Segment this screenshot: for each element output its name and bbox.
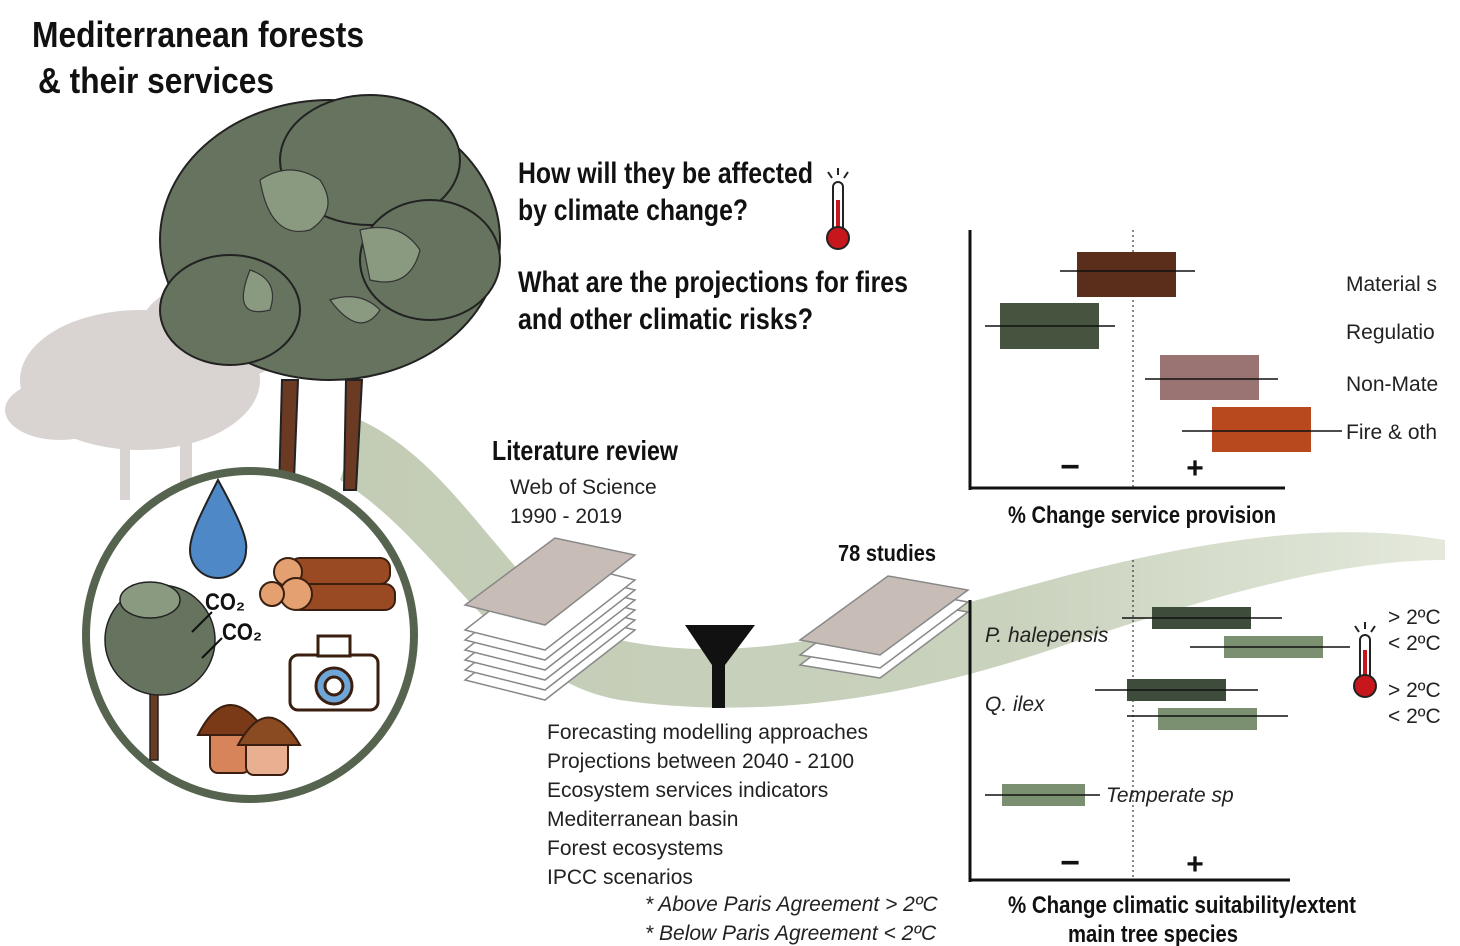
minus-sign: − xyxy=(1060,448,1080,486)
section-title: Literature review xyxy=(492,435,678,466)
plus-sign: + xyxy=(1186,848,1204,881)
service-label: Fire & oth xyxy=(1346,421,1437,444)
thermometer-part xyxy=(827,227,849,249)
shadow-tree-part xyxy=(5,380,115,440)
co2-label: CO₂ xyxy=(205,589,245,616)
small-tree-part xyxy=(120,582,180,618)
title: & their services xyxy=(38,60,274,101)
camera-part xyxy=(325,677,343,695)
tree xyxy=(160,95,500,530)
minus-sign: − xyxy=(1060,844,1080,882)
note: * Above Paris Agreement > 2ºC xyxy=(645,893,939,916)
criterion: Mediterranean basin xyxy=(547,808,738,831)
service-panel-part xyxy=(1160,355,1259,400)
criterion: IPCC scenarios xyxy=(547,866,693,889)
logs-part xyxy=(260,582,284,606)
scenario-label: > 2ºC xyxy=(1388,679,1441,702)
service-label: Non-Mate xyxy=(1346,373,1438,396)
period: 1990 - 2019 xyxy=(510,505,622,528)
criterion: Forecasting modelling approaches xyxy=(547,721,868,744)
species-label: Q. ilex xyxy=(985,693,1046,716)
species-panel-part xyxy=(1158,708,1257,730)
criteria-list: Forecasting modelling approaches Projecti… xyxy=(547,721,868,889)
scenario-label: < 2ºC xyxy=(1388,632,1441,655)
service-label: Material s xyxy=(1346,273,1437,296)
shadow-tree-part xyxy=(120,420,130,500)
camera-part xyxy=(318,636,350,656)
thermometer-part xyxy=(828,168,848,178)
tree-part xyxy=(160,255,300,365)
question: and other climatic risks? xyxy=(518,303,813,336)
service-panel-part xyxy=(1212,407,1311,452)
co2-label: CO₂ xyxy=(222,619,262,646)
service-panel xyxy=(970,230,1342,490)
scenario-label: > 2ºC xyxy=(1388,606,1441,629)
plus-sign: + xyxy=(1186,452,1204,485)
criterion: Forest ecosystems xyxy=(547,837,723,860)
thermometer-part xyxy=(1354,675,1376,697)
scenario-label: < 2ºC xyxy=(1388,705,1441,728)
question: by climate change? xyxy=(518,194,748,227)
service-label: Regulatio xyxy=(1346,321,1435,344)
thermometer-part xyxy=(1355,622,1375,632)
source: Web of Science xyxy=(510,476,657,499)
graphical-abstract: Mediterranean forests & their services H… xyxy=(0,0,1460,946)
axis-title: main tree species xyxy=(1068,921,1238,946)
thermometer xyxy=(827,168,849,249)
question: What are the projections for fires xyxy=(518,266,908,299)
note: * Below Paris Agreement < 2ºC xyxy=(645,922,937,945)
title: Mediterranean forests xyxy=(32,14,364,55)
criterion: Projections between 2040 - 2100 xyxy=(547,750,854,773)
species-label: Temperate sp xyxy=(1106,784,1234,807)
studies: 78 studies xyxy=(838,540,936,566)
axis-title: % Change climatic suitability/extent xyxy=(1008,892,1356,919)
axis-title: % Change service provision xyxy=(1008,502,1276,529)
criterion: Ecosystem services indicators xyxy=(547,779,828,802)
species-label: P. halepensis xyxy=(985,624,1109,647)
question: How will they be affected xyxy=(518,157,813,190)
logs xyxy=(260,558,395,610)
thermometer xyxy=(1354,622,1376,697)
service-panel-part xyxy=(1077,252,1176,297)
